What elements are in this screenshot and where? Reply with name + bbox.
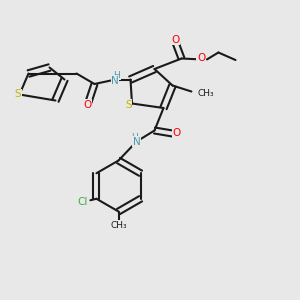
Text: CH₃: CH₃ [198,88,214,98]
Text: N: N [111,76,119,86]
Text: O: O [172,128,181,139]
Text: Cl: Cl [78,197,88,207]
Text: O: O [171,34,180,45]
Text: S: S [15,89,21,100]
Text: N: N [133,136,140,147]
Text: O: O [83,100,91,110]
Text: H: H [114,70,120,80]
Text: H: H [132,134,138,142]
Text: S: S [125,100,132,110]
Text: O: O [197,53,205,64]
Text: CH₃: CH₃ [110,220,127,230]
